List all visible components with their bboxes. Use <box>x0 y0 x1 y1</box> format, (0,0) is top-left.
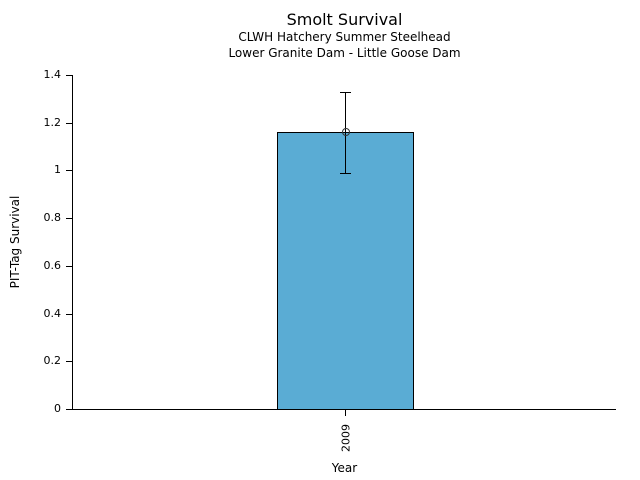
y-axis-label: PIT-Tag Survival <box>8 195 22 289</box>
chart-title: Smolt Survival <box>286 10 403 29</box>
y-tick-label: 0.2 <box>43 354 62 367</box>
survival-bar <box>276 132 414 410</box>
y-tick-label: 1.2 <box>43 116 62 129</box>
y-tick-mark <box>66 409 72 410</box>
y-tick-mark <box>66 218 72 219</box>
y-axis-line <box>72 75 73 410</box>
y-tick-mark <box>66 170 72 171</box>
x-tick-mark <box>345 410 346 416</box>
point-estimate-marker <box>342 128 350 136</box>
y-tick-mark <box>66 123 72 124</box>
y-tick-label: 0.6 <box>43 259 62 272</box>
x-tick-label: 2009 <box>339 424 353 452</box>
y-tick-mark <box>66 266 72 267</box>
error-bar-cap <box>340 92 351 93</box>
y-tick-mark <box>66 361 72 362</box>
y-tick-mark <box>66 314 72 315</box>
y-tick-mark <box>66 75 72 76</box>
chart-subtitle-line2: Lower Granite Dam - Little Goose Dam <box>228 46 461 60</box>
y-tick-label: 1 <box>54 163 61 176</box>
y-tick-label: 0 <box>54 402 61 415</box>
chart-subtitle-line1: CLWH Hatchery Summer Steelhead <box>238 30 451 44</box>
y-tick-label: 0.4 <box>43 307 62 320</box>
y-tick-label: 0.8 <box>43 211 62 224</box>
y-tick-label: 1.4 <box>43 68 62 81</box>
x-axis-label: Year <box>331 461 358 475</box>
error-bar-cap <box>340 173 351 174</box>
